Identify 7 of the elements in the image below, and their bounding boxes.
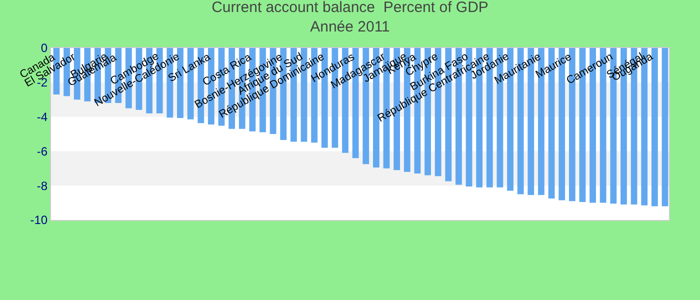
y-tick-label: -6 xyxy=(36,144,48,158)
chart-title: Current account balance Percent of GDP xyxy=(212,0,488,16)
y-tick-label: -8 xyxy=(36,178,48,193)
y-tick-label: -4 xyxy=(36,110,48,124)
y-tick-label: 0 xyxy=(40,41,48,56)
y-tick-label: -10 xyxy=(30,213,48,228)
chart-subtitle: Année 2011 xyxy=(310,18,390,36)
